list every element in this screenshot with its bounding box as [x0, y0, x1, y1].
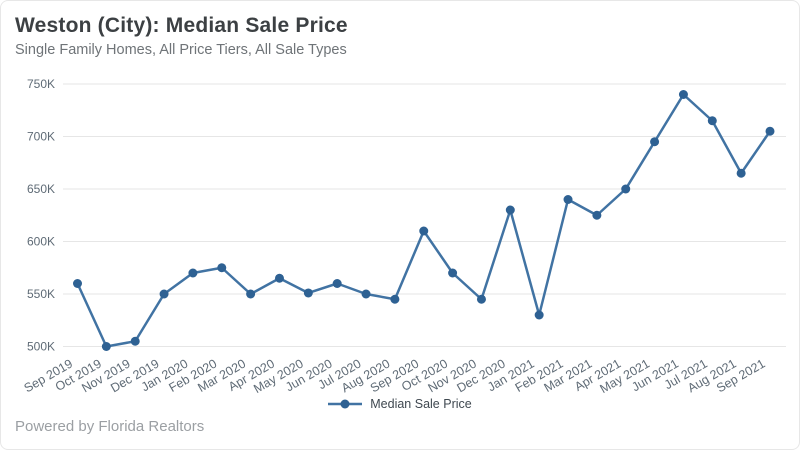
data-point-marker[interactable] [188, 268, 198, 278]
data-point-marker[interactable] [765, 126, 775, 136]
y-axis-tick-label: 600K [27, 235, 55, 249]
legend-label: Median Sale Price [370, 397, 472, 411]
data-point-marker[interactable] [101, 342, 111, 351]
data-point-marker[interactable] [563, 195, 573, 204]
data-point-marker[interactable] [303, 288, 313, 298]
legend-item-median-sale-price[interactable]: Median Sale Price [1, 397, 799, 411]
data-point-marker[interactable] [246, 289, 256, 299]
data-point-marker[interactable] [217, 263, 227, 273]
data-point-marker[interactable] [448, 268, 458, 278]
chart-subtitle: Single Family Homes, All Price Tiers, Al… [15, 42, 347, 58]
data-point-marker[interactable] [73, 279, 82, 288]
data-point-marker[interactable] [534, 310, 544, 320]
data-point-marker[interactable] [678, 90, 688, 99]
y-axis-tick-label: 700K [27, 130, 55, 144]
chart-title: Weston (City): Median Sale Price [15, 14, 348, 37]
data-point-marker[interactable] [159, 289, 169, 299]
powered-by-attribution: Powered by Florida Realtors [15, 418, 205, 435]
data-point-marker[interactable] [476, 294, 486, 304]
data-point-marker[interactable] [419, 226, 429, 236]
y-axis-tick-label: 500K [27, 340, 55, 354]
data-point-marker[interactable] [621, 184, 631, 194]
data-point-marker[interactable] [650, 137, 660, 147]
data-point-marker[interactable] [130, 336, 140, 346]
data-point-marker[interactable] [707, 116, 717, 126]
data-point-marker[interactable] [274, 273, 284, 283]
data-point-marker[interactable] [361, 289, 371, 299]
data-point-marker[interactable] [390, 294, 400, 304]
data-point-marker[interactable] [736, 168, 746, 178]
data-point-marker[interactable] [592, 210, 602, 220]
y-axis-tick-label: 650K [27, 182, 55, 196]
data-point-marker[interactable] [332, 279, 342, 288]
legend-marker-icon [328, 399, 363, 409]
data-point-marker[interactable] [505, 205, 515, 215]
y-axis-tick-label: 750K [27, 77, 55, 91]
series-line-median-sale-price [76, 93, 772, 348]
y-axis-tick-label: 550K [27, 287, 55, 301]
